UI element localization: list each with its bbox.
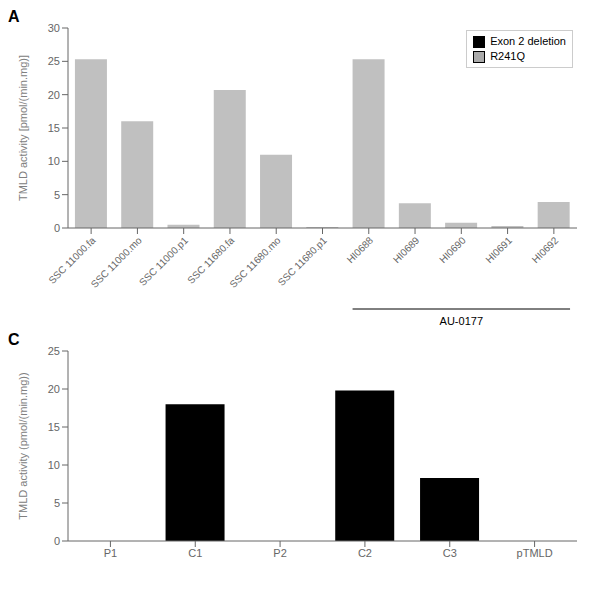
svg-text:25: 25: [48, 55, 60, 67]
svg-text:HI0691: HI0691: [483, 234, 514, 265]
svg-text:0: 0: [54, 535, 60, 547]
svg-text:SSC 11680.p1: SSC 11680.p1: [276, 234, 330, 288]
svg-text:HI0692: HI0692: [530, 234, 561, 265]
svg-text:TMLD activity (pmol/(min.mg)): TMLD activity (pmol/(min.mg)): [17, 372, 29, 519]
svg-text:AU-0177: AU-0177: [440, 315, 483, 327]
html-text:Exon 2 deletion: Exon 2 deletion: [490, 35, 566, 47]
svg-text:P2: P2: [273, 547, 286, 559]
svg-text:HI0688: HI0688: [345, 234, 376, 265]
html-text:A: A: [8, 8, 20, 25]
svg-text:10: 10: [48, 155, 60, 167]
svg-text:5: 5: [54, 189, 60, 201]
svg-text:25: 25: [48, 345, 60, 357]
svg-text:pTMLD: pTMLD: [517, 547, 553, 559]
svg-text:TMLD activity [pmol/(min.mg)]: TMLD activity [pmol/(min.mg)]: [17, 55, 29, 201]
svg-text:15: 15: [48, 122, 60, 134]
html-text:R241Q: R241Q: [490, 50, 525, 62]
svg-text:20: 20: [48, 89, 60, 101]
svg-text:30: 30: [48, 22, 60, 34]
svg-text:SSC 11000.mo: SSC 11000.mo: [89, 234, 145, 290]
svg-text:C3: C3: [443, 547, 457, 559]
svg-text:P1: P1: [104, 547, 117, 559]
svg-text:SSC 11000.p1: SSC 11000.p1: [137, 234, 191, 288]
svg-text:SSC 11680.mo: SSC 11680.mo: [227, 234, 283, 290]
svg-text:C1: C1: [188, 547, 202, 559]
svg-text:5: 5: [54, 497, 60, 509]
svg-text:C2: C2: [358, 547, 372, 559]
svg-text:HI0690: HI0690: [437, 234, 468, 265]
html-text:C: C: [8, 331, 20, 348]
svg-text:HI0689: HI0689: [391, 234, 422, 265]
svg-text:SSC 11680.fa: SSC 11680.fa: [185, 234, 237, 286]
svg-text:SSC 11000.fa: SSC 11000.fa: [46, 234, 98, 286]
svg-text:0: 0: [54, 222, 60, 234]
svg-text:15: 15: [48, 421, 60, 433]
svg-text:10: 10: [48, 459, 60, 471]
svg-text:20: 20: [48, 383, 60, 395]
